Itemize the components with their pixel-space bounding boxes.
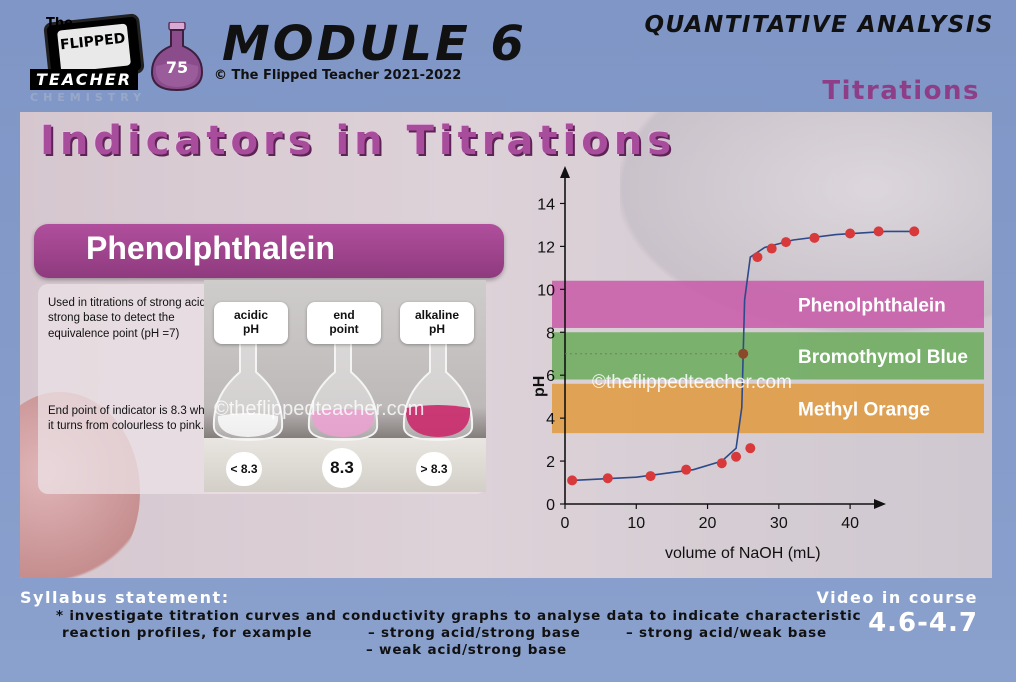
- content-panel: Indicators in Titrations Phenolphthalein…: [20, 112, 992, 578]
- syllabus-strong-strong: – strong acid/strong base: [368, 625, 581, 641]
- indicator-band: [552, 383, 984, 434]
- data-point: [845, 228, 856, 239]
- y-tick-label: 10: [537, 282, 555, 299]
- y-tick-label: 4: [546, 411, 555, 428]
- data-point: [752, 252, 763, 263]
- syllabus-strong-weak: – strong acid/weak base: [626, 625, 827, 641]
- x-tick-label: 10: [627, 515, 645, 532]
- logo-chemistry: CHEMISTRY: [30, 91, 147, 104]
- data-point: [809, 232, 820, 243]
- topic-title: Titrations: [822, 76, 980, 106]
- value-end-point: 8.3: [322, 448, 362, 488]
- alkaline-flask-liquid: [405, 405, 471, 437]
- syllabus-line-1: * investigate titration curves and condu…: [56, 608, 862, 624]
- flask-icon: [150, 22, 204, 92]
- label-alkaline: alkaline pH: [400, 302, 474, 344]
- data-point: [567, 475, 578, 486]
- titration-curve-chart: Phenolphthalein Bromothymol Blue Methyl Or…: [531, 166, 984, 562]
- description-usage: Used in titrations of strong acid, stron…: [48, 297, 210, 340]
- label-end-point: end point: [307, 302, 381, 344]
- flipped-teacher-logo: The FLIPPED TEACHER CHEMISTRY: [24, 13, 154, 104]
- indicator-band-label: Bromothymol Blue: [798, 347, 968, 368]
- y-tick-label: 6: [546, 368, 555, 385]
- chart-watermark: ©theflippedteacher.com: [592, 372, 792, 393]
- video-label: Video in course: [816, 588, 978, 607]
- module-number: 75: [165, 58, 189, 77]
- y-tick-label: 12: [537, 239, 555, 256]
- acidic-flask-liquid: [217, 413, 279, 437]
- flask-photo: acidic pH end point alkaline pH < 8.3 8.…: [204, 280, 486, 492]
- equivalence-point: [738, 348, 749, 359]
- indicator-band-label: Methyl Orange: [798, 399, 930, 420]
- data-point: [766, 243, 777, 254]
- data-points: [567, 226, 920, 486]
- logo-teacher: TEACHER: [30, 69, 139, 90]
- indicator-band: [552, 280, 984, 328]
- chart-ticks: 0 2 4 6 8 10 12 14 0 10 20 30 40: [537, 196, 859, 532]
- data-point: [645, 471, 656, 482]
- x-tick-label: 0: [561, 515, 570, 532]
- data-point: [780, 237, 791, 248]
- section-title: QUANTITATIVE ANALYSIS: [644, 12, 994, 38]
- y-tick-label: 2: [546, 454, 555, 471]
- data-point: [681, 464, 692, 475]
- y-axis-label: pH: [531, 376, 548, 397]
- module-title: MODULE 6: [222, 16, 527, 72]
- y-tick-label: 0: [546, 497, 555, 514]
- data-point: [909, 226, 920, 237]
- x-tick-label: 30: [770, 515, 788, 532]
- data-point: [716, 458, 727, 469]
- x-tick-label: 40: [841, 515, 859, 532]
- indicator-band-label: Phenolphthalein: [798, 295, 946, 316]
- chart-axes: [560, 166, 886, 509]
- data-point: [602, 473, 613, 484]
- x-axis-arrow: [874, 499, 886, 509]
- copyright: © The Flipped Teacher 2021-2022: [214, 68, 462, 83]
- syllabus-line-2: reaction profiles, for example: [62, 625, 313, 641]
- photo-watermark: ©theflippedteacher.com: [214, 398, 425, 420]
- x-axis-label: volume of NaOH (mL): [665, 545, 821, 562]
- slide-title: Indicators in Titrations: [40, 118, 677, 164]
- data-point: [873, 226, 884, 237]
- value-alkaline: > 8.3: [416, 452, 452, 486]
- y-tick-label: 8: [546, 325, 555, 342]
- alkaline-flask-image: [402, 332, 474, 442]
- acidic-flask-image: [212, 332, 284, 442]
- logo-the: The: [46, 16, 73, 31]
- data-point: [745, 443, 756, 454]
- value-acidic: < 8.3: [226, 452, 262, 486]
- syllabus-weak-strong: – weak acid/strong base: [366, 642, 567, 658]
- data-point: [731, 451, 742, 462]
- x-tick-label: 20: [699, 515, 717, 532]
- indicator-bands: Phenolphthalein Bromothymol Blue Methyl Or…: [552, 280, 984, 434]
- description-end-point: End point of indicator is 8.3 when it tu…: [48, 405, 218, 433]
- end-point-flask-image: [307, 332, 379, 442]
- y-tick-label: 14: [537, 196, 555, 213]
- y-axis-arrow: [560, 166, 570, 178]
- end-point-flask-liquid: [311, 409, 375, 437]
- label-acidic: acidic pH: [214, 302, 288, 344]
- indicator-name: Phenolphthalein: [86, 230, 335, 266]
- indicator-band: [552, 332, 984, 380]
- syllabus-label: Syllabus statement:: [20, 588, 230, 607]
- indicator-banner: Phenolphthalein: [34, 224, 504, 278]
- video-number: 4.6-4.7: [868, 608, 978, 638]
- titration-curve: [572, 230, 915, 482]
